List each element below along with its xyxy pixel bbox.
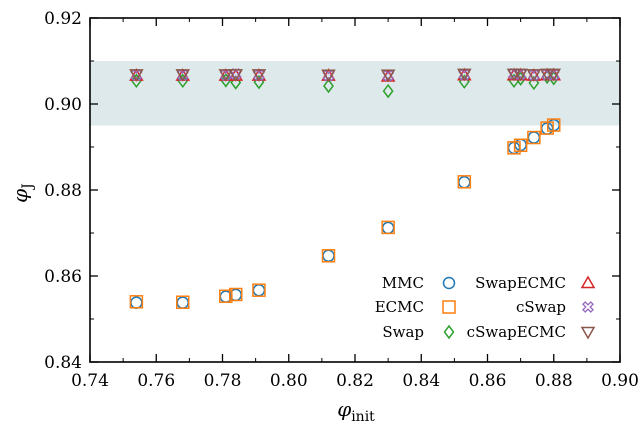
cswapecmc-point (546, 68, 562, 82)
swap-point (528, 75, 540, 91)
legend-label-cswapecmc: cSwapECMC (467, 323, 566, 341)
ecmc-point (229, 287, 243, 302)
mmc-point (322, 249, 335, 263)
x-tick-label: 0.80 (270, 371, 308, 391)
mmc-point (130, 296, 143, 309)
x-tick-label: 0.78 (204, 371, 242, 391)
y-axis-subscript: J (20, 183, 36, 191)
ecmc-point (513, 138, 528, 153)
legend-marker-cswapecmc (580, 326, 596, 340)
mmc-point (252, 283, 266, 297)
cswapecmc-point (251, 69, 267, 82)
ecmc-point (381, 220, 395, 235)
legend-marker-cswap (582, 301, 594, 313)
cswapecmc-point (380, 69, 396, 83)
cswap-point (458, 68, 471, 81)
ecmc-point (527, 130, 541, 145)
mmc-point (458, 176, 471, 189)
cswap-point (229, 67, 242, 80)
ecmc-point (219, 289, 233, 303)
legend-label-cswap: cSwap (516, 298, 566, 316)
x-axis-title: φinit (337, 397, 375, 425)
x-tick-label: 0.90 (601, 371, 639, 391)
x-tick-label: 0.84 (402, 371, 440, 391)
cswapecmc-point (457, 68, 472, 82)
y-tick-label: 0.88 (44, 181, 82, 201)
swap-point (220, 73, 232, 88)
x-tick-label: 0.82 (336, 371, 374, 391)
y-tick-label: 0.92 (44, 9, 82, 29)
legend-marker-swapecmc (580, 275, 596, 289)
legend-label-ecmc: ECMC (375, 298, 424, 316)
cswapecmc-point (175, 69, 191, 82)
x-tick-label: 0.74 (71, 371, 109, 391)
cswap-point (322, 69, 335, 82)
legend-marker-mmc (442, 276, 456, 290)
ecmc-point (129, 295, 144, 309)
legend: MMC ECMC Swap SwapECMC cSwap cSwapECMC (375, 274, 596, 341)
cswap-point (176, 69, 189, 82)
ecmc-point (176, 295, 190, 309)
cswapecmc-point (228, 69, 244, 82)
cswapecmc-point (218, 69, 234, 82)
y-tick-label: 0.86 (44, 267, 82, 287)
y-tick-label: 0.84 (44, 353, 82, 373)
x-tick-label: 0.76 (137, 371, 175, 391)
x-axis-symbol: φ (337, 397, 351, 421)
tick-labels: 0.74 0.76 0.78 0.80 0.82 0.84 0.86 0.88 0.90 0.84… (44, 9, 639, 391)
cswapecmc-point (526, 69, 542, 82)
mmc-point (381, 221, 395, 235)
cswap-point (527, 69, 540, 82)
swap-point (323, 78, 334, 94)
swap-point (382, 83, 394, 99)
mmc-point (527, 131, 541, 144)
stability-band (90, 61, 620, 126)
y-axis-symbol: φ (8, 189, 32, 203)
cswapecmc-point (129, 69, 144, 82)
mmc-point (176, 296, 189, 309)
swap-point (130, 73, 142, 89)
legend-label-mmc: MMC (382, 274, 424, 292)
legend-marker-swap (443, 324, 455, 340)
cswapecmc-point (321, 69, 336, 83)
ecmc-point (457, 175, 472, 189)
cswapecmc-point (513, 68, 528, 82)
cswap-point (382, 69, 395, 82)
cswap-point (130, 69, 143, 82)
x-tick-label: 0.88 (535, 371, 573, 391)
cswap-point (253, 69, 265, 82)
x-tick-label: 0.86 (469, 371, 507, 391)
legend-label-swapecmc: SwapECMC (475, 274, 566, 292)
ecmc-point (321, 249, 336, 263)
plot-markers (129, 67, 562, 309)
swap-point (177, 73, 189, 89)
y-axis-title: φJ (8, 183, 36, 203)
legend-label-swap: Swap (382, 323, 424, 341)
cswap-point (219, 69, 232, 82)
ecmc-point (547, 118, 561, 132)
legend-marker-ecmc (442, 300, 456, 314)
ecmc-point (252, 283, 266, 297)
y-tick-label: 0.90 (44, 95, 82, 115)
axis-ticks (89, 17, 621, 363)
x-axis-subscript: init (351, 409, 375, 425)
